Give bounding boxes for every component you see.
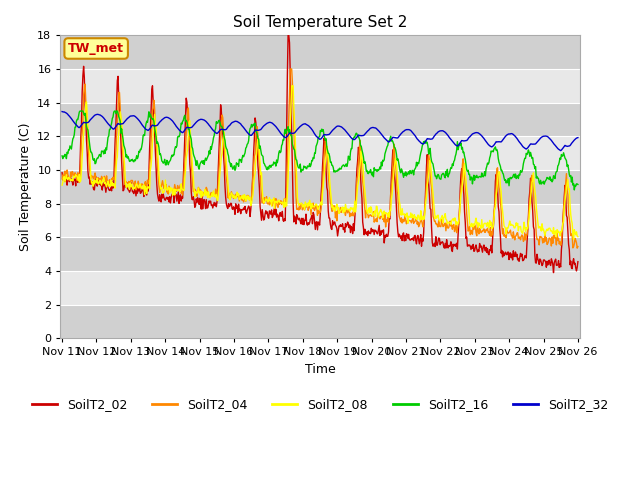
Y-axis label: Soil Temperature (C): Soil Temperature (C) bbox=[19, 122, 31, 251]
X-axis label: Time: Time bbox=[305, 363, 335, 376]
Bar bbox=[60, 204, 580, 237]
Bar bbox=[60, 103, 580, 136]
Bar bbox=[60, 136, 580, 170]
Bar bbox=[60, 36, 580, 69]
Bar bbox=[60, 237, 580, 271]
Bar bbox=[60, 170, 580, 204]
Bar bbox=[60, 305, 580, 338]
Text: TW_met: TW_met bbox=[68, 42, 124, 55]
Legend: SoilT2_02, SoilT2_04, SoilT2_08, SoilT2_16, SoilT2_32: SoilT2_02, SoilT2_04, SoilT2_08, SoilT2_… bbox=[27, 393, 613, 416]
Title: Soil Temperature Set 2: Soil Temperature Set 2 bbox=[233, 15, 407, 30]
Bar bbox=[60, 271, 580, 305]
Bar bbox=[60, 69, 580, 103]
